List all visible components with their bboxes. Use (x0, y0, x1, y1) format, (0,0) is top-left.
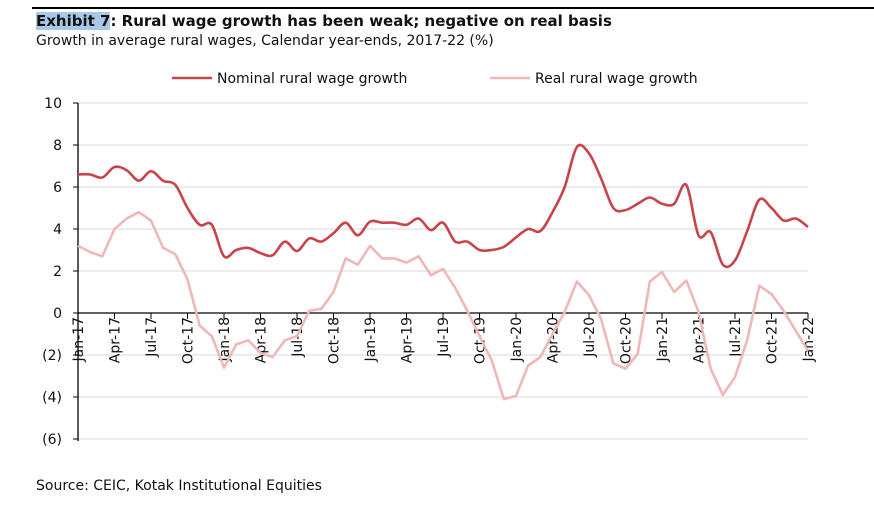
x-tick-label: Jul-17 (144, 317, 160, 358)
y-tick-label: 2 (53, 264, 62, 280)
exhibit-label: Exhibit 7 (36, 12, 111, 30)
x-tick-label: Jan-20 (509, 317, 525, 362)
y-tick-label: 6 (53, 180, 62, 196)
y-tick-label: (4) (42, 390, 62, 406)
x-tick-label: Jul-19 (436, 317, 452, 358)
y-tick-label: 0 (53, 306, 62, 322)
x-tick-label: Jan-18 (217, 317, 233, 362)
x-tick-label: Jul-20 (582, 317, 598, 358)
y-axis: 10 8 6 4 2 0 (2) (4) (6) (42, 96, 79, 448)
series-real-legend-label: Real rural wage growth (535, 71, 698, 87)
x-tick-label: Oct-17 (181, 317, 197, 364)
x-tick-label: Apr-17 (108, 317, 124, 363)
y-tick-label: 8 (53, 138, 62, 154)
series-nominal-line (77, 143, 809, 269)
y-tick-label: (2) (42, 348, 62, 364)
x-tick-label: Jan-22 (801, 317, 817, 362)
x-tick-label: Jan-19 (363, 317, 379, 362)
top-rule (32, 7, 874, 9)
x-axis: Jan-17 Apr-17 Jul-17 Oct-17 Jan-18 Apr-18 Jul-… (71, 312, 817, 364)
x-tick-label: Jan-17 (71, 317, 87, 362)
chart-title: Exhibit 7: Rural wage growth has been we… (36, 12, 612, 30)
x-tick-label: Oct-18 (327, 317, 343, 364)
y-tick-label: 4 (53, 222, 62, 238)
x-tick-label: Jan-21 (655, 317, 671, 362)
y-tick-label: (6) (42, 432, 62, 448)
title-text: : Rural wage growth has been weak; negat… (110, 12, 612, 30)
x-tick-label: Apr-20 (546, 317, 562, 363)
series-nominal-legend-label: Nominal rural wage growth (217, 71, 407, 87)
source-note: Source: CEIC, Kotak Institutional Equiti… (36, 478, 322, 494)
chart-subtitle: Growth in average rural wages, Calendar … (36, 33, 494, 49)
series-lines (77, 143, 810, 401)
x-tick-label: Apr-21 (692, 317, 708, 363)
y-tick-label: 10 (44, 96, 62, 112)
x-tick-label: Oct-20 (619, 317, 635, 364)
legend: Nominal rural wage growth Real rural wage… (172, 71, 698, 87)
x-tick-label: Oct-21 (765, 317, 781, 364)
series-real-line (77, 210, 810, 401)
x-tick-label: Apr-19 (400, 317, 416, 363)
x-tick-label: Jul-21 (728, 317, 744, 358)
